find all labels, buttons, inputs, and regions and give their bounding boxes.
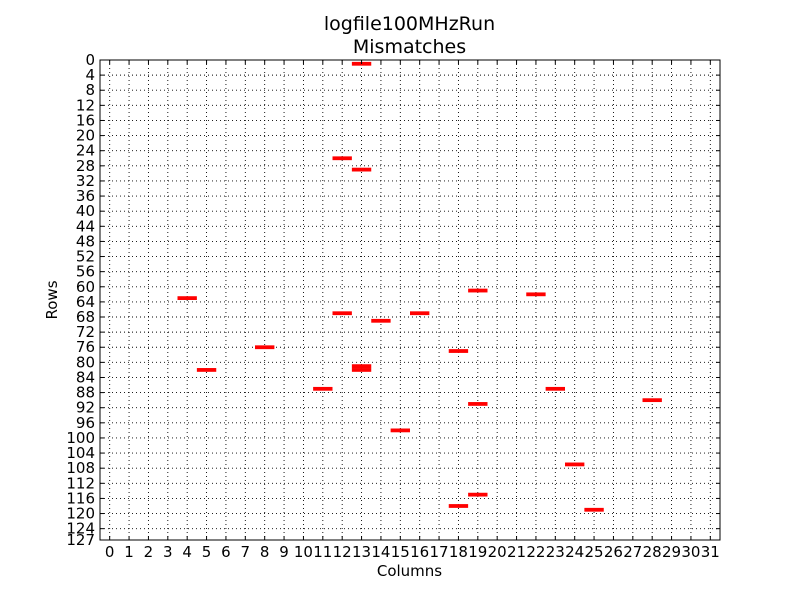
mismatch-cell bbox=[177, 296, 197, 300]
mismatch-cell bbox=[313, 386, 333, 391]
y-tick-label: 60 bbox=[76, 278, 95, 296]
x-axis-label: Columns bbox=[377, 562, 442, 580]
y-tick-label: 28 bbox=[76, 157, 95, 175]
x-tick-label: 16 bbox=[410, 543, 429, 561]
mismatch-cell bbox=[448, 349, 469, 353]
y-tick-label: 116 bbox=[66, 489, 95, 507]
y-tick-label: 84 bbox=[76, 368, 95, 386]
mismatch-cell bbox=[526, 292, 546, 297]
x-tick-label: 6 bbox=[221, 543, 231, 561]
y-tick-label: 20 bbox=[76, 127, 95, 145]
mismatch-cell bbox=[642, 398, 662, 403]
y-tick-label: 40 bbox=[76, 202, 95, 220]
mismatch-cell bbox=[351, 364, 372, 369]
y-tick-label: 32 bbox=[76, 172, 95, 190]
x-tick-label: 8 bbox=[260, 543, 270, 561]
x-tick-label: 20 bbox=[488, 543, 507, 561]
y-tick-label: 24 bbox=[76, 142, 95, 160]
x-tick-label: 28 bbox=[643, 543, 662, 561]
x-tick-label: 13 bbox=[352, 543, 371, 561]
x-tick-label: 5 bbox=[202, 543, 212, 561]
y-tick-label: 8 bbox=[85, 81, 95, 99]
y-tick-label: 12 bbox=[76, 96, 95, 114]
x-tick-label: 30 bbox=[681, 543, 700, 561]
x-tick-label: 2 bbox=[144, 543, 154, 561]
y-tick-label: 16 bbox=[76, 111, 95, 129]
mismatch-cell bbox=[351, 368, 372, 372]
axis-ticks: 0 1 2 3 4 5 6 7 8 9 10 11 12 13 14 15 16 17 18 19 20 21 22 23 24… bbox=[66, 51, 720, 561]
mismatch-cell bbox=[565, 462, 585, 467]
x-tick-label: 7 bbox=[241, 543, 251, 561]
mismatch-cell bbox=[255, 345, 275, 350]
x-tick-label: 23 bbox=[546, 543, 565, 561]
x-tick-label: 15 bbox=[391, 543, 410, 561]
mismatch-cell bbox=[390, 428, 410, 433]
y-tick-label: 88 bbox=[76, 384, 95, 402]
y-tick-label: 52 bbox=[76, 248, 95, 266]
mismatch-cell bbox=[351, 167, 372, 172]
y-tick-label: 44 bbox=[76, 217, 95, 235]
x-tick-label: 4 bbox=[182, 543, 192, 561]
y-tick-label: 104 bbox=[66, 444, 95, 462]
mismatch-cell bbox=[410, 311, 430, 316]
mismatch-cell bbox=[332, 311, 352, 316]
y-tick-label: 100 bbox=[66, 429, 95, 447]
y-tick-label: 4 bbox=[85, 66, 95, 84]
x-tick-label: 27 bbox=[623, 543, 642, 561]
x-tick-label: 21 bbox=[507, 543, 526, 561]
chart-title: logfile100MHzRun bbox=[324, 13, 495, 35]
mismatch-cell bbox=[468, 288, 488, 293]
y-tick-label: 127 bbox=[66, 531, 95, 549]
x-tick-label: 1 bbox=[124, 543, 134, 561]
x-tick-label: 19 bbox=[468, 543, 487, 561]
grid bbox=[100, 59, 720, 541]
y-tick-label: 112 bbox=[66, 474, 95, 492]
mismatch-cell bbox=[332, 156, 352, 161]
x-tick-label: 29 bbox=[662, 543, 681, 561]
y-tick-label: 64 bbox=[76, 293, 95, 311]
plot-area-frame bbox=[99, 59, 721, 541]
mismatch-cell bbox=[584, 507, 604, 512]
x-tick-label: 11 bbox=[313, 543, 332, 561]
y-tick-label: 48 bbox=[76, 232, 95, 250]
y-tick-label: 96 bbox=[76, 414, 95, 432]
mismatch-marks bbox=[177, 61, 662, 512]
mismatch-cell bbox=[371, 318, 391, 323]
mismatch-cell bbox=[448, 504, 469, 508]
x-tick-label: 14 bbox=[371, 543, 390, 561]
mismatch-cell bbox=[468, 402, 488, 406]
x-tick-label: 22 bbox=[526, 543, 545, 561]
x-tick-label: 3 bbox=[163, 543, 173, 561]
x-tick-label: 12 bbox=[333, 543, 352, 561]
y-tick-label: 108 bbox=[66, 459, 95, 477]
x-tick-label: 10 bbox=[294, 543, 313, 561]
x-tick-label: 26 bbox=[604, 543, 623, 561]
y-tick-label: 124 bbox=[66, 520, 95, 538]
x-tick-label: 25 bbox=[585, 543, 604, 561]
y-tick-label: 68 bbox=[76, 308, 95, 326]
y-tick-label: 120 bbox=[66, 505, 95, 523]
mismatch-cell bbox=[196, 368, 217, 372]
x-tick-label: 17 bbox=[430, 543, 449, 561]
y-tick-label: 72 bbox=[76, 323, 95, 341]
mismatch-cell bbox=[468, 492, 488, 497]
x-tick-label: 0 bbox=[105, 543, 115, 561]
x-tick-label: 9 bbox=[279, 543, 289, 561]
chart-subtitle: Mismatches bbox=[353, 36, 466, 58]
y-tick-label: 76 bbox=[76, 338, 95, 356]
x-tick-label: 24 bbox=[565, 543, 584, 561]
x-tick-label: 18 bbox=[449, 543, 468, 561]
y-tick-label: 80 bbox=[76, 353, 95, 371]
x-tick-label: 31 bbox=[701, 543, 720, 561]
y-tick-label: 36 bbox=[76, 187, 95, 205]
mismatch-cell bbox=[545, 386, 565, 391]
y-axis-label: Rows bbox=[43, 280, 61, 319]
y-tick-label: 56 bbox=[76, 263, 95, 281]
y-tick-label: 92 bbox=[76, 399, 95, 417]
y-tick-label: 0 bbox=[85, 51, 95, 69]
